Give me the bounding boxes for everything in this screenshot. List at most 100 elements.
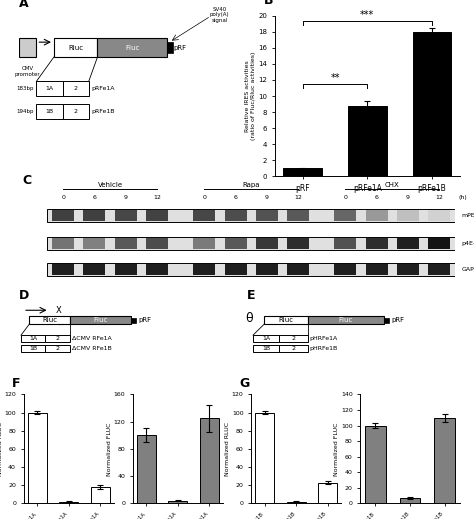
Bar [428, 264, 450, 275]
Bar [193, 238, 215, 249]
Bar [365, 238, 388, 249]
Text: pRF: pRF [174, 45, 187, 51]
Bar [400, 498, 420, 503]
Bar [365, 426, 386, 503]
Bar [287, 210, 309, 221]
Bar [279, 345, 308, 352]
Bar [365, 210, 388, 221]
Bar [200, 418, 219, 503]
Text: **: ** [330, 73, 340, 83]
Bar [115, 264, 137, 275]
Bar [36, 81, 63, 97]
Bar [29, 316, 70, 324]
Bar [47, 209, 455, 222]
Text: ΔCMV RFe1A: ΔCMV RFe1A [72, 336, 112, 341]
Bar [146, 210, 168, 221]
Bar [59, 501, 78, 503]
Bar [36, 104, 63, 119]
Text: Fluc: Fluc [338, 317, 353, 323]
Text: pRFe1A: pRFe1A [91, 86, 114, 91]
Bar [47, 237, 455, 250]
Text: pHRFe1B: pHRFe1B [310, 346, 338, 351]
Text: 9: 9 [265, 195, 269, 200]
Bar [287, 264, 309, 275]
Bar [63, 81, 89, 97]
Text: CMV
promoter: CMV promoter [15, 66, 40, 77]
Bar [21, 345, 46, 352]
Text: θ: θ [245, 312, 253, 325]
Text: 2: 2 [292, 346, 295, 351]
Bar [28, 413, 46, 503]
Text: SV40
poly(A)
signal: SV40 poly(A) signal [210, 7, 229, 23]
Y-axis label: Normalized RLUC: Normalized RLUC [226, 422, 230, 476]
Text: E: E [246, 290, 255, 303]
Bar [168, 501, 187, 503]
Bar [384, 318, 389, 323]
Bar [21, 335, 46, 342]
Bar [253, 335, 279, 342]
Bar [319, 483, 337, 503]
Text: 12: 12 [153, 195, 161, 200]
Bar [334, 238, 356, 249]
Bar [146, 264, 168, 275]
Bar [348, 106, 387, 176]
Bar [287, 501, 306, 503]
Text: 0: 0 [202, 195, 206, 200]
Y-axis label: Normalized FLUC: Normalized FLUC [335, 422, 339, 476]
Text: 12: 12 [294, 195, 302, 200]
Text: Rluc: Rluc [42, 317, 57, 323]
Text: X: X [55, 306, 62, 315]
Bar [256, 264, 278, 275]
Bar [70, 316, 131, 324]
Text: 2: 2 [55, 346, 60, 351]
Bar [46, 335, 70, 342]
Bar [63, 104, 89, 119]
Bar [83, 264, 105, 275]
Bar [308, 316, 384, 324]
Bar [19, 38, 36, 57]
Text: 1B: 1B [262, 346, 270, 351]
Bar [334, 210, 356, 221]
Y-axis label: Relative IRES activities
(ratio of Fluc/Rluc activities): Relative IRES activities (ratio of Fluc/… [245, 52, 255, 140]
Text: 1A: 1A [29, 336, 37, 341]
Bar [365, 264, 388, 275]
Bar [146, 238, 168, 249]
Bar [225, 238, 246, 249]
Y-axis label: Normalized RLUC: Normalized RLUC [0, 422, 3, 476]
Text: 12: 12 [436, 195, 443, 200]
Bar [52, 264, 74, 275]
Text: 9: 9 [124, 195, 128, 200]
Text: pRF: pRF [138, 317, 151, 323]
Text: mPER1: mPER1 [461, 213, 474, 218]
Bar [334, 264, 356, 275]
Bar [131, 318, 136, 323]
Text: Vehicle: Vehicle [98, 182, 123, 188]
Text: pRF: pRF [392, 317, 405, 323]
Bar [52, 210, 74, 221]
Text: 9: 9 [406, 195, 410, 200]
Text: C: C [22, 174, 31, 187]
Bar [54, 38, 98, 57]
Bar [264, 316, 308, 324]
Bar [253, 345, 279, 352]
Text: p4E-BPs: p4E-BPs [461, 241, 474, 246]
Text: 2: 2 [73, 86, 78, 91]
Text: 194bp: 194bp [17, 109, 34, 114]
Text: Fluc: Fluc [125, 45, 139, 51]
Bar [279, 335, 308, 342]
Text: 6: 6 [92, 195, 96, 200]
Bar [397, 238, 419, 249]
Text: B: B [264, 0, 273, 7]
Bar [434, 418, 455, 503]
Text: Rapa: Rapa [243, 182, 260, 188]
Text: ***: *** [360, 10, 374, 20]
Text: GAPDH: GAPDH [461, 267, 474, 272]
Text: Rluc: Rluc [68, 45, 83, 51]
Bar [193, 264, 215, 275]
Bar [283, 168, 322, 176]
Bar [255, 413, 274, 503]
Bar [167, 42, 173, 53]
Text: pHRFe1A: pHRFe1A [310, 336, 338, 341]
Text: 2: 2 [73, 109, 78, 114]
Bar [428, 210, 450, 221]
